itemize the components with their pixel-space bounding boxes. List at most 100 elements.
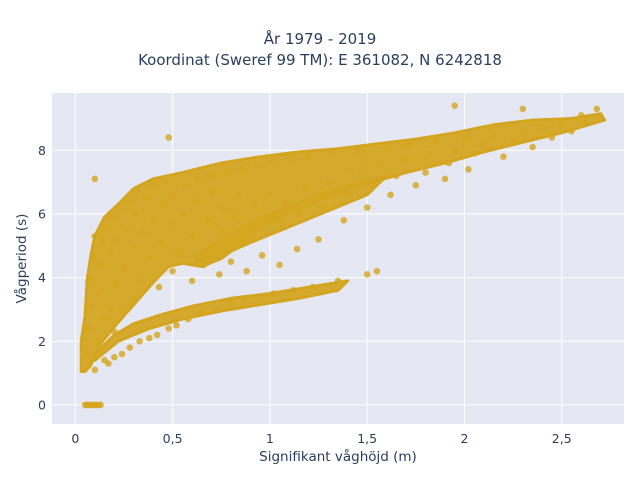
data-point — [305, 153, 313, 160]
data-point — [112, 280, 120, 288]
density-band — [194, 174, 389, 264]
data-point — [130, 242, 137, 250]
data-point — [218, 226, 225, 234]
data-point — [200, 261, 208, 269]
data-point — [136, 338, 143, 345]
data-point — [219, 204, 227, 211]
data-point — [577, 112, 585, 119]
data-point — [593, 105, 601, 113]
data-point — [266, 191, 274, 199]
data-point — [109, 213, 116, 221]
data-point — [97, 261, 104, 269]
data-point — [348, 166, 355, 173]
data-point — [231, 213, 239, 221]
data-point — [101, 315, 108, 323]
data-point — [363, 271, 371, 278]
data-point — [328, 150, 336, 157]
data-point — [490, 131, 497, 138]
data-point — [252, 162, 260, 170]
x-tick-label: 2,5 — [552, 431, 572, 446]
data-point — [149, 217, 157, 224]
data-point — [412, 182, 420, 189]
data-point — [258, 252, 266, 259]
data-point — [465, 166, 472, 173]
data-point — [243, 267, 250, 275]
data-point — [519, 127, 527, 135]
data-point — [451, 147, 459, 154]
chart-subtitle: Koordinat (Sweref 99 TM): E 361082, N 62… — [138, 51, 502, 69]
y-tick-label: 2 — [38, 334, 46, 349]
x-tick-label: 0 — [71, 431, 79, 446]
data-point — [325, 178, 332, 186]
data-point — [95, 290, 102, 297]
data-point — [130, 296, 137, 304]
density-band — [93, 279, 350, 362]
chart-title: År 1979 - 2019 — [263, 30, 377, 48]
data-point — [179, 210, 186, 218]
data-point — [134, 188, 141, 195]
data-point — [107, 248, 114, 256]
data-point — [91, 232, 99, 240]
data-point — [132, 210, 139, 218]
data-point — [237, 166, 244, 173]
y-axis-label: Vågperiod (s) — [13, 214, 30, 304]
data-point — [393, 172, 400, 180]
x-tick-label: 0,5 — [163, 431, 183, 446]
data-point — [95, 338, 102, 345]
data-point — [282, 201, 289, 208]
data-point — [169, 191, 176, 199]
data-point — [91, 175, 99, 183]
data-point — [309, 283, 317, 291]
data-point — [387, 191, 394, 199]
data-point — [161, 178, 169, 186]
data-point — [402, 156, 410, 164]
data-point — [91, 366, 99, 374]
data-point — [198, 309, 206, 316]
data-point — [373, 267, 381, 275]
data-point — [120, 264, 128, 272]
data-point — [194, 175, 202, 183]
data-point — [344, 191, 352, 199]
data-point — [146, 334, 153, 342]
data-point — [295, 210, 303, 218]
data-point — [120, 309, 128, 316]
data-point — [369, 182, 377, 189]
data-point — [256, 293, 264, 301]
data-point — [87, 274, 95, 281]
data-point — [509, 137, 517, 144]
data-point — [105, 360, 112, 367]
data-point — [126, 344, 134, 351]
data-point — [293, 245, 301, 253]
data-point — [87, 302, 95, 310]
data-points — [81, 102, 601, 409]
data-point — [142, 194, 149, 202]
data-point — [89, 255, 97, 262]
data-point — [181, 182, 188, 189]
data-point — [124, 197, 132, 205]
y-tick-label: 8 — [38, 143, 46, 158]
data-point — [192, 197, 200, 205]
data-point — [111, 328, 118, 336]
data-point — [114, 204, 122, 211]
x-tick-label: 1 — [266, 431, 274, 446]
data-point — [581, 118, 589, 125]
data-point — [247, 223, 254, 230]
data-point — [315, 236, 322, 243]
data-point — [149, 182, 157, 189]
data-point — [286, 156, 293, 164]
data-point — [165, 325, 172, 332]
data-point — [173, 322, 180, 329]
data-point — [568, 127, 575, 135]
data-point — [175, 248, 182, 256]
data-point — [241, 296, 248, 304]
data-point — [81, 363, 89, 371]
data-point — [451, 102, 459, 109]
data-point — [441, 175, 449, 183]
data-point — [155, 283, 163, 291]
data-point — [406, 140, 414, 148]
data-point — [480, 140, 488, 148]
y-tick-label: 0 — [38, 397, 46, 412]
data-point — [83, 350, 91, 358]
data-point — [157, 239, 165, 246]
data-point — [107, 306, 114, 313]
